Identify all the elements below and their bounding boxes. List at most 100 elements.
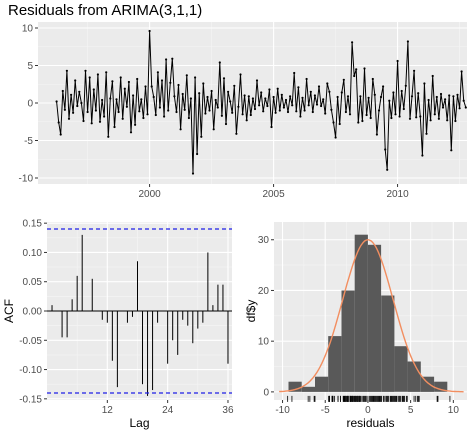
residual-point xyxy=(146,113,149,116)
residual-point xyxy=(167,109,170,112)
histogram-x-axis-label: residuals xyxy=(346,416,394,430)
residual-point xyxy=(158,106,161,109)
residual-point xyxy=(55,100,58,103)
residual-point xyxy=(90,122,93,125)
residual-point xyxy=(140,98,143,101)
residual-point xyxy=(439,92,443,96)
histogram-bar xyxy=(315,376,329,392)
residual-point xyxy=(338,122,341,126)
residual-point xyxy=(289,95,292,98)
residual-point xyxy=(429,119,432,122)
residual-point xyxy=(270,125,273,129)
residual-point xyxy=(264,97,267,100)
residual-point xyxy=(295,110,298,113)
residual-point xyxy=(460,70,463,73)
hist-y-tick-label: 30 xyxy=(258,235,270,246)
residual-point xyxy=(388,99,391,102)
residual-point xyxy=(204,112,207,115)
residual-point xyxy=(262,110,265,113)
residual-point xyxy=(317,85,321,88)
residual-point xyxy=(344,110,347,114)
ts-y-tick-label: 5 xyxy=(27,61,33,72)
residual-point xyxy=(419,115,422,118)
residual-point xyxy=(456,93,459,96)
residual-point xyxy=(185,74,188,77)
ts-x-tick-label: 2000 xyxy=(138,189,161,200)
hist-x-tick-label: 0 xyxy=(365,405,371,416)
acf-y-axis-label: ACF xyxy=(2,299,16,323)
residual-point xyxy=(121,117,124,120)
residual-point xyxy=(173,95,176,98)
residual-point xyxy=(101,98,104,102)
residual-point xyxy=(280,93,283,96)
acf-panel: 12 24 36 -0.15 -0.10 -0.05 0.00 0.05 0.10 0.15 Lag… xyxy=(2,219,234,430)
residual-point xyxy=(212,128,215,131)
residual-point xyxy=(315,103,319,106)
residual-point xyxy=(237,105,240,108)
ts-x-tick-label: 2005 xyxy=(262,189,285,200)
residual-point xyxy=(175,110,178,114)
residual-point xyxy=(268,88,271,91)
hist-x-tick-label: 5 xyxy=(408,405,414,416)
residual-point xyxy=(433,113,436,116)
residual-point xyxy=(398,115,401,118)
residual-point xyxy=(390,116,393,120)
residual-point xyxy=(129,131,133,134)
residual-point xyxy=(117,110,120,114)
acf-y-tick-label: 0.10 xyxy=(23,248,43,259)
residual-point xyxy=(369,116,372,120)
residual-point xyxy=(224,122,228,126)
residual-point xyxy=(136,77,139,81)
hist-y-tick-label: 10 xyxy=(258,337,270,348)
residual-point xyxy=(367,96,370,99)
ts-y-tick-label: 10 xyxy=(22,24,34,35)
residual-point xyxy=(396,59,399,63)
hist-x-tick-label: 10 xyxy=(448,405,460,416)
residual-point xyxy=(98,120,102,123)
residual-point xyxy=(103,115,106,118)
residual-point xyxy=(328,90,331,93)
residual-point xyxy=(253,107,257,111)
residual-point xyxy=(94,109,97,112)
hist-y-tick-label: 20 xyxy=(258,286,270,297)
histogram-panel: -10 -5 0 5 10 0 10 20 30 residuals df$y xyxy=(244,222,467,430)
residual-point xyxy=(272,95,275,99)
residual-point xyxy=(160,79,164,82)
acf-y-tick-label: 0.05 xyxy=(23,277,43,288)
histogram-bar xyxy=(434,381,448,392)
residual-point xyxy=(125,105,128,108)
hist-x-tick-label: -10 xyxy=(275,405,290,416)
residual-point xyxy=(423,82,426,85)
residual-point xyxy=(67,117,71,120)
residual-point xyxy=(92,88,95,91)
residual-point xyxy=(220,114,223,117)
residual-point xyxy=(206,95,209,99)
acf-y-tick-label: 0.00 xyxy=(23,307,43,318)
residual-point xyxy=(216,106,219,109)
residual-point xyxy=(247,95,250,98)
residual-point xyxy=(200,135,203,138)
residual-point xyxy=(241,113,244,116)
residual-point xyxy=(297,86,300,89)
residual-point xyxy=(214,98,217,102)
residual-point xyxy=(450,149,453,152)
residual-point xyxy=(324,112,327,115)
residual-point xyxy=(57,121,60,124)
residual-point xyxy=(322,98,325,101)
residual-point xyxy=(134,123,137,126)
residual-point xyxy=(96,73,99,76)
residual-point xyxy=(138,110,141,113)
acf-y-tick-label: -0.05 xyxy=(19,336,42,347)
residual-point xyxy=(148,29,151,33)
residual-point xyxy=(320,104,323,108)
residual-point xyxy=(251,97,254,100)
residual-point xyxy=(229,100,232,103)
residual-point xyxy=(222,77,226,80)
residual-point xyxy=(194,76,197,79)
residual-point xyxy=(142,116,145,120)
residual-point xyxy=(278,109,281,112)
residual-point xyxy=(59,133,62,136)
residual-point xyxy=(86,110,89,114)
residual-point xyxy=(249,113,252,117)
